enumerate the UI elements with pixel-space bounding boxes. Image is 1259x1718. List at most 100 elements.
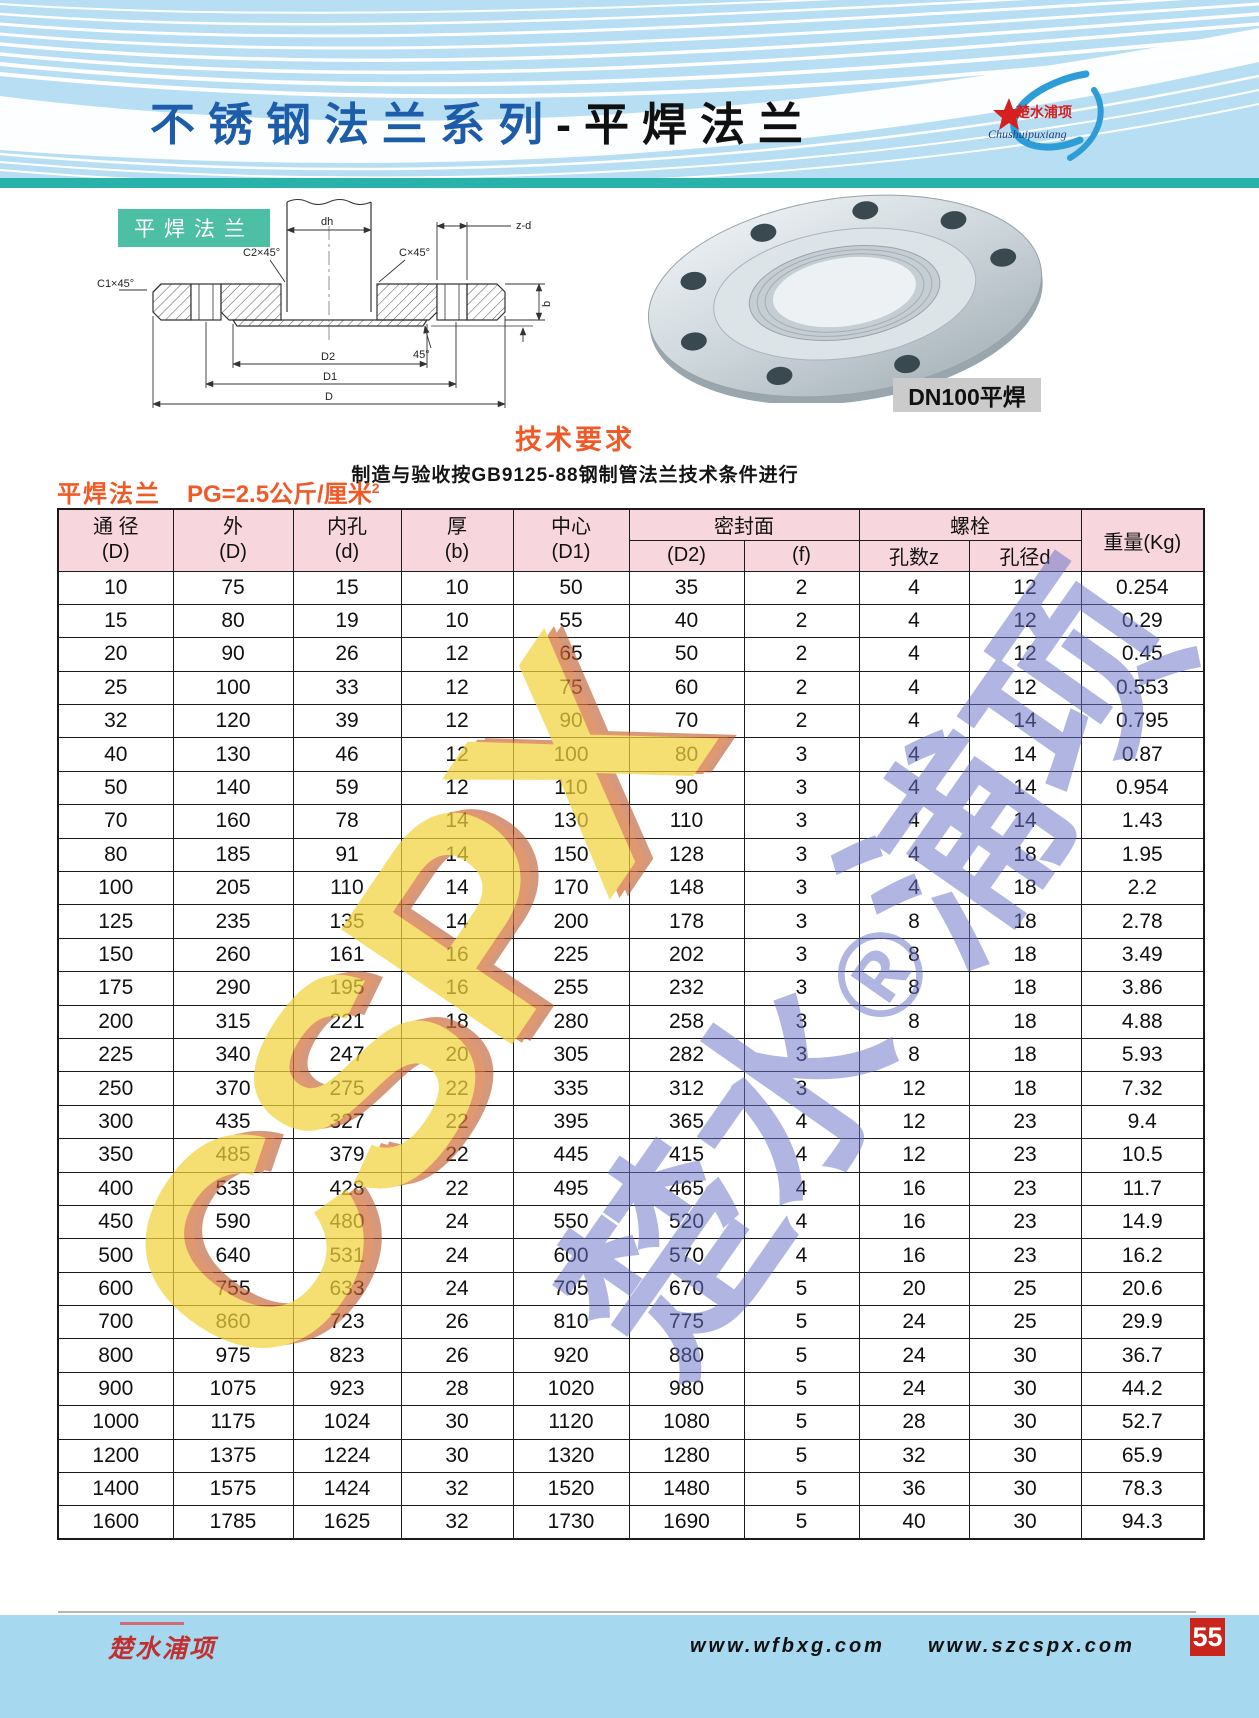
- spec-cell: 1175: [172, 1405, 294, 1440]
- spec-cell: 327: [292, 1104, 402, 1140]
- spec-cell: 90: [172, 637, 294, 672]
- table-row: 900 1075 923 28 1020 980 5 24 30 44.2: [57, 1371, 1205, 1407]
- table-row: 200 315 221 18 280 258 3 8 18 4.88: [57, 1004, 1205, 1039]
- header-banner: 不锈钢法兰系列-平焊法兰 楚水浦项 Chushuipuxiang: [0, 0, 1259, 178]
- spec-cell: 12: [968, 637, 1082, 672]
- spec-cell: 5: [743, 1371, 860, 1407]
- spec-cell: 75: [172, 570, 294, 605]
- spec-cell: 1024: [292, 1405, 402, 1440]
- table-row: 175 290 195 16 255 232 3 8 18 3.86: [57, 971, 1205, 1006]
- spec-cell: 91: [292, 837, 402, 873]
- col-header-od: 外 (D): [172, 508, 294, 572]
- spec-cell: 30: [968, 1405, 1082, 1440]
- dim-label-c2: C2×45°: [243, 247, 280, 259]
- spec-cell: 8: [858, 1004, 970, 1039]
- spec-cell: 275: [292, 1071, 402, 1106]
- spec-cell: 90: [628, 770, 745, 806]
- spec-cell: 3: [743, 937, 860, 973]
- spec-cell: 200: [57, 1004, 174, 1039]
- spec-cell: 52.7: [1080, 1405, 1205, 1440]
- spec-cell: 24: [400, 1271, 514, 1307]
- spec-cell: 140: [172, 770, 294, 806]
- spec-cell: 10: [400, 603, 514, 639]
- spec-cell: 4: [743, 1138, 860, 1173]
- spec-cell: 200: [512, 904, 630, 939]
- spec-cell: 1280: [628, 1438, 745, 1474]
- spec-cell: 1.43: [1080, 804, 1205, 839]
- spec-cell: 24: [858, 1371, 970, 1407]
- table-row: 125 235 135 14 200 178 3 8 18 2.78: [57, 904, 1205, 939]
- footer-url-1: www.wfbxg.com: [690, 1635, 885, 1657]
- spec-cell: 980: [628, 1371, 745, 1407]
- spec-cell: 14: [400, 804, 514, 839]
- spec-cell: 10: [57, 570, 174, 605]
- spec-cell: 7.32: [1080, 1071, 1205, 1106]
- spec-cell: 5: [743, 1305, 860, 1340]
- spec-cell: 0.954: [1080, 770, 1205, 806]
- table-row: 1000 1175 1024 30 1120 1080 5 28 30 52.7: [57, 1405, 1205, 1440]
- spec-cell: 2.78: [1080, 904, 1205, 939]
- spec-cell: 36: [858, 1472, 970, 1507]
- spec-cell: 495: [512, 1171, 630, 1206]
- spec-cell: 32: [400, 1472, 514, 1507]
- spec-cell: 5: [743, 1438, 860, 1474]
- spec-cell: 3.49: [1080, 937, 1205, 973]
- spec-cell: 250: [57, 1071, 174, 1106]
- spec-cell: 20: [858, 1271, 970, 1307]
- spec-cell: 16: [400, 971, 514, 1006]
- table-row: 10 75 15 10 50 35 2 4 12 0.254: [57, 570, 1205, 605]
- spec-cell: 480: [292, 1204, 402, 1240]
- spec-cell: 36.7: [1080, 1338, 1205, 1373]
- spec-cell: 33: [292, 670, 402, 706]
- spec-cell: 175: [57, 971, 174, 1006]
- spec-cell: 78.3: [1080, 1472, 1205, 1507]
- spec-cell: 40: [858, 1505, 970, 1540]
- table-row: 20 90 26 12 65 50 2 4 12 0.45: [57, 637, 1205, 672]
- spec-cell: 195: [292, 971, 402, 1006]
- spec-cell: 370: [172, 1071, 294, 1106]
- page-title-dash: -: [556, 99, 585, 150]
- footer-bar: 楚水浦项 www.wfbxg.com www.szcspx.com 55: [0, 1615, 1259, 1718]
- spec-cell: 860: [172, 1305, 294, 1340]
- table-row: 500 640 531 24 600 570 4 16 23 16.2: [57, 1238, 1205, 1273]
- spec-cell: 18: [968, 904, 1082, 939]
- spec-cell: 22: [400, 1071, 514, 1106]
- spec-cell: 415: [628, 1138, 745, 1173]
- spec-cell: 40: [628, 603, 745, 639]
- footer-brand: 楚水浦项: [108, 1636, 217, 1663]
- spec-cell: 2: [743, 704, 860, 739]
- spec-cell: 20: [400, 1037, 514, 1073]
- spec-cell: 23: [968, 1238, 1082, 1273]
- spec-cell: 500: [57, 1238, 174, 1273]
- spec-cell: 350: [57, 1138, 174, 1173]
- table-row: 300 435 327 22 395 365 4 12 23 9.4: [57, 1104, 1205, 1140]
- spec-cell: 94.3: [1080, 1505, 1205, 1540]
- spec-cell: 110: [512, 770, 630, 806]
- spec-cell: 670: [628, 1271, 745, 1307]
- spec-cell: 531: [292, 1238, 402, 1273]
- spec-cell: 128: [628, 837, 745, 873]
- spec-cell: 130: [512, 804, 630, 839]
- spec-cell: 24: [858, 1305, 970, 1340]
- spec-cell: 2: [743, 637, 860, 672]
- spec-cell: 26: [400, 1338, 514, 1373]
- spec-cell: 80: [628, 737, 745, 772]
- spec-cell: 640: [172, 1238, 294, 1273]
- spec-cell: 1224: [292, 1438, 402, 1474]
- table-row: 400 535 428 22 495 465 4 16 23 11.7: [57, 1171, 1205, 1206]
- spec-cell: 4: [858, 737, 970, 772]
- footer-url-2: www.szcspx.com: [928, 1635, 1135, 1657]
- spec-cell: 3: [743, 904, 860, 939]
- spec-cell: 450: [57, 1204, 174, 1240]
- spec-cell: 12: [858, 1071, 970, 1106]
- spec-cell: 30: [400, 1438, 514, 1474]
- spec-cell: 15: [292, 570, 402, 605]
- spec-cell: 170: [512, 871, 630, 906]
- dim-label-c: C×45°: [399, 247, 430, 259]
- tech-requirements: 技术要求 制造与验收按GB9125-88钢制管法兰技术条件进行: [290, 418, 860, 487]
- teal-divider-band: [0, 178, 1259, 188]
- spec-cell: 4: [858, 770, 970, 806]
- spec-cell: 75: [512, 670, 630, 706]
- spec-cell: 8: [858, 904, 970, 939]
- spec-cell: 4: [858, 570, 970, 605]
